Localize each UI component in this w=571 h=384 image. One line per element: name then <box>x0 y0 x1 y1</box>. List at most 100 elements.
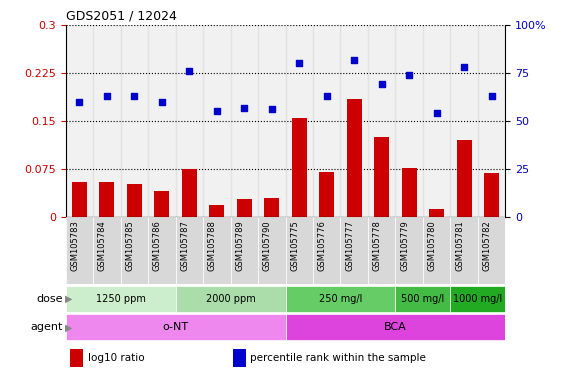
Bar <box>70 349 83 367</box>
Bar <box>182 169 197 217</box>
Text: GSM105779: GSM105779 <box>400 220 409 271</box>
Bar <box>148 217 176 284</box>
Bar <box>120 25 148 217</box>
Bar <box>395 286 451 311</box>
Bar <box>340 25 368 217</box>
Bar <box>478 217 505 284</box>
Bar <box>478 25 505 217</box>
Text: 500 mg/l: 500 mg/l <box>401 293 444 304</box>
Bar <box>368 25 395 217</box>
Point <box>75 99 84 105</box>
Text: 250 mg/l: 250 mg/l <box>319 293 362 304</box>
Bar <box>258 25 286 217</box>
Bar <box>423 217 451 284</box>
Text: GSM105783: GSM105783 <box>70 220 79 271</box>
Bar <box>340 217 368 284</box>
Bar <box>148 25 176 217</box>
Text: 2000 ppm: 2000 ppm <box>206 293 255 304</box>
Bar <box>66 25 93 217</box>
Bar <box>368 217 395 284</box>
Text: GSM105785: GSM105785 <box>126 220 134 271</box>
Text: GSM105777: GSM105777 <box>345 220 354 271</box>
Point <box>405 72 414 78</box>
Point <box>130 93 139 99</box>
Bar <box>286 25 313 217</box>
Bar <box>374 137 389 217</box>
Bar <box>203 217 231 284</box>
Bar <box>154 191 170 217</box>
Bar <box>286 286 395 311</box>
Bar <box>66 217 93 284</box>
Text: GDS2051 / 12024: GDS2051 / 12024 <box>66 9 176 22</box>
Text: GSM105782: GSM105782 <box>482 220 492 271</box>
Text: BCA: BCA <box>384 322 407 333</box>
Bar <box>176 286 286 311</box>
Bar <box>93 217 120 284</box>
Text: GSM105776: GSM105776 <box>317 220 327 271</box>
Bar <box>313 25 340 217</box>
Point <box>377 81 386 88</box>
Text: GSM105786: GSM105786 <box>153 220 162 271</box>
Bar <box>176 217 203 284</box>
Bar <box>176 25 203 217</box>
Bar <box>395 25 423 217</box>
Bar <box>319 172 334 217</box>
Bar <box>258 217 286 284</box>
Text: agent: agent <box>30 322 63 333</box>
Text: 1250 ppm: 1250 ppm <box>96 293 146 304</box>
Point <box>102 93 111 99</box>
Point <box>432 110 441 116</box>
Bar <box>286 314 505 340</box>
Bar <box>451 217 478 284</box>
Bar <box>66 286 176 311</box>
Bar <box>484 174 499 217</box>
Bar <box>93 25 120 217</box>
Point <box>460 64 469 70</box>
Point <box>349 56 359 63</box>
Bar <box>401 168 417 217</box>
Text: GSM105789: GSM105789 <box>235 220 244 271</box>
Text: ▶: ▶ <box>65 293 73 304</box>
Bar <box>313 217 340 284</box>
Point <box>185 68 194 74</box>
Bar <box>347 99 362 217</box>
Text: log10 ratio: log10 ratio <box>88 353 144 363</box>
Bar <box>99 182 114 217</box>
Bar <box>231 25 258 217</box>
Text: percentile rank within the sample: percentile rank within the sample <box>250 353 426 363</box>
Text: GSM105784: GSM105784 <box>98 220 107 271</box>
Bar <box>292 118 307 217</box>
Text: GSM105788: GSM105788 <box>208 220 217 271</box>
Point <box>295 60 304 66</box>
Point <box>322 93 331 99</box>
Bar <box>395 217 423 284</box>
Text: GSM105775: GSM105775 <box>290 220 299 271</box>
Bar <box>457 140 472 217</box>
Point <box>157 99 166 105</box>
Text: dose: dose <box>37 293 63 304</box>
Point <box>487 93 496 99</box>
Bar <box>66 314 286 340</box>
Text: GSM105780: GSM105780 <box>428 220 437 271</box>
Bar <box>127 184 142 217</box>
Bar <box>72 182 87 217</box>
Text: GSM105787: GSM105787 <box>180 220 190 271</box>
Text: o-NT: o-NT <box>163 322 188 333</box>
Text: GSM105781: GSM105781 <box>455 220 464 271</box>
Bar <box>451 286 505 311</box>
Point <box>240 104 249 111</box>
Bar <box>233 349 246 367</box>
Point <box>267 106 276 113</box>
Bar <box>451 25 478 217</box>
Bar <box>286 217 313 284</box>
Bar <box>120 217 148 284</box>
Bar <box>423 25 451 217</box>
Point <box>212 108 222 114</box>
Text: GSM105790: GSM105790 <box>263 220 272 271</box>
Bar <box>264 198 279 217</box>
Bar <box>203 25 231 217</box>
Bar <box>209 205 224 217</box>
Bar <box>429 209 444 217</box>
Text: GSM105778: GSM105778 <box>373 220 381 271</box>
Bar <box>231 217 258 284</box>
